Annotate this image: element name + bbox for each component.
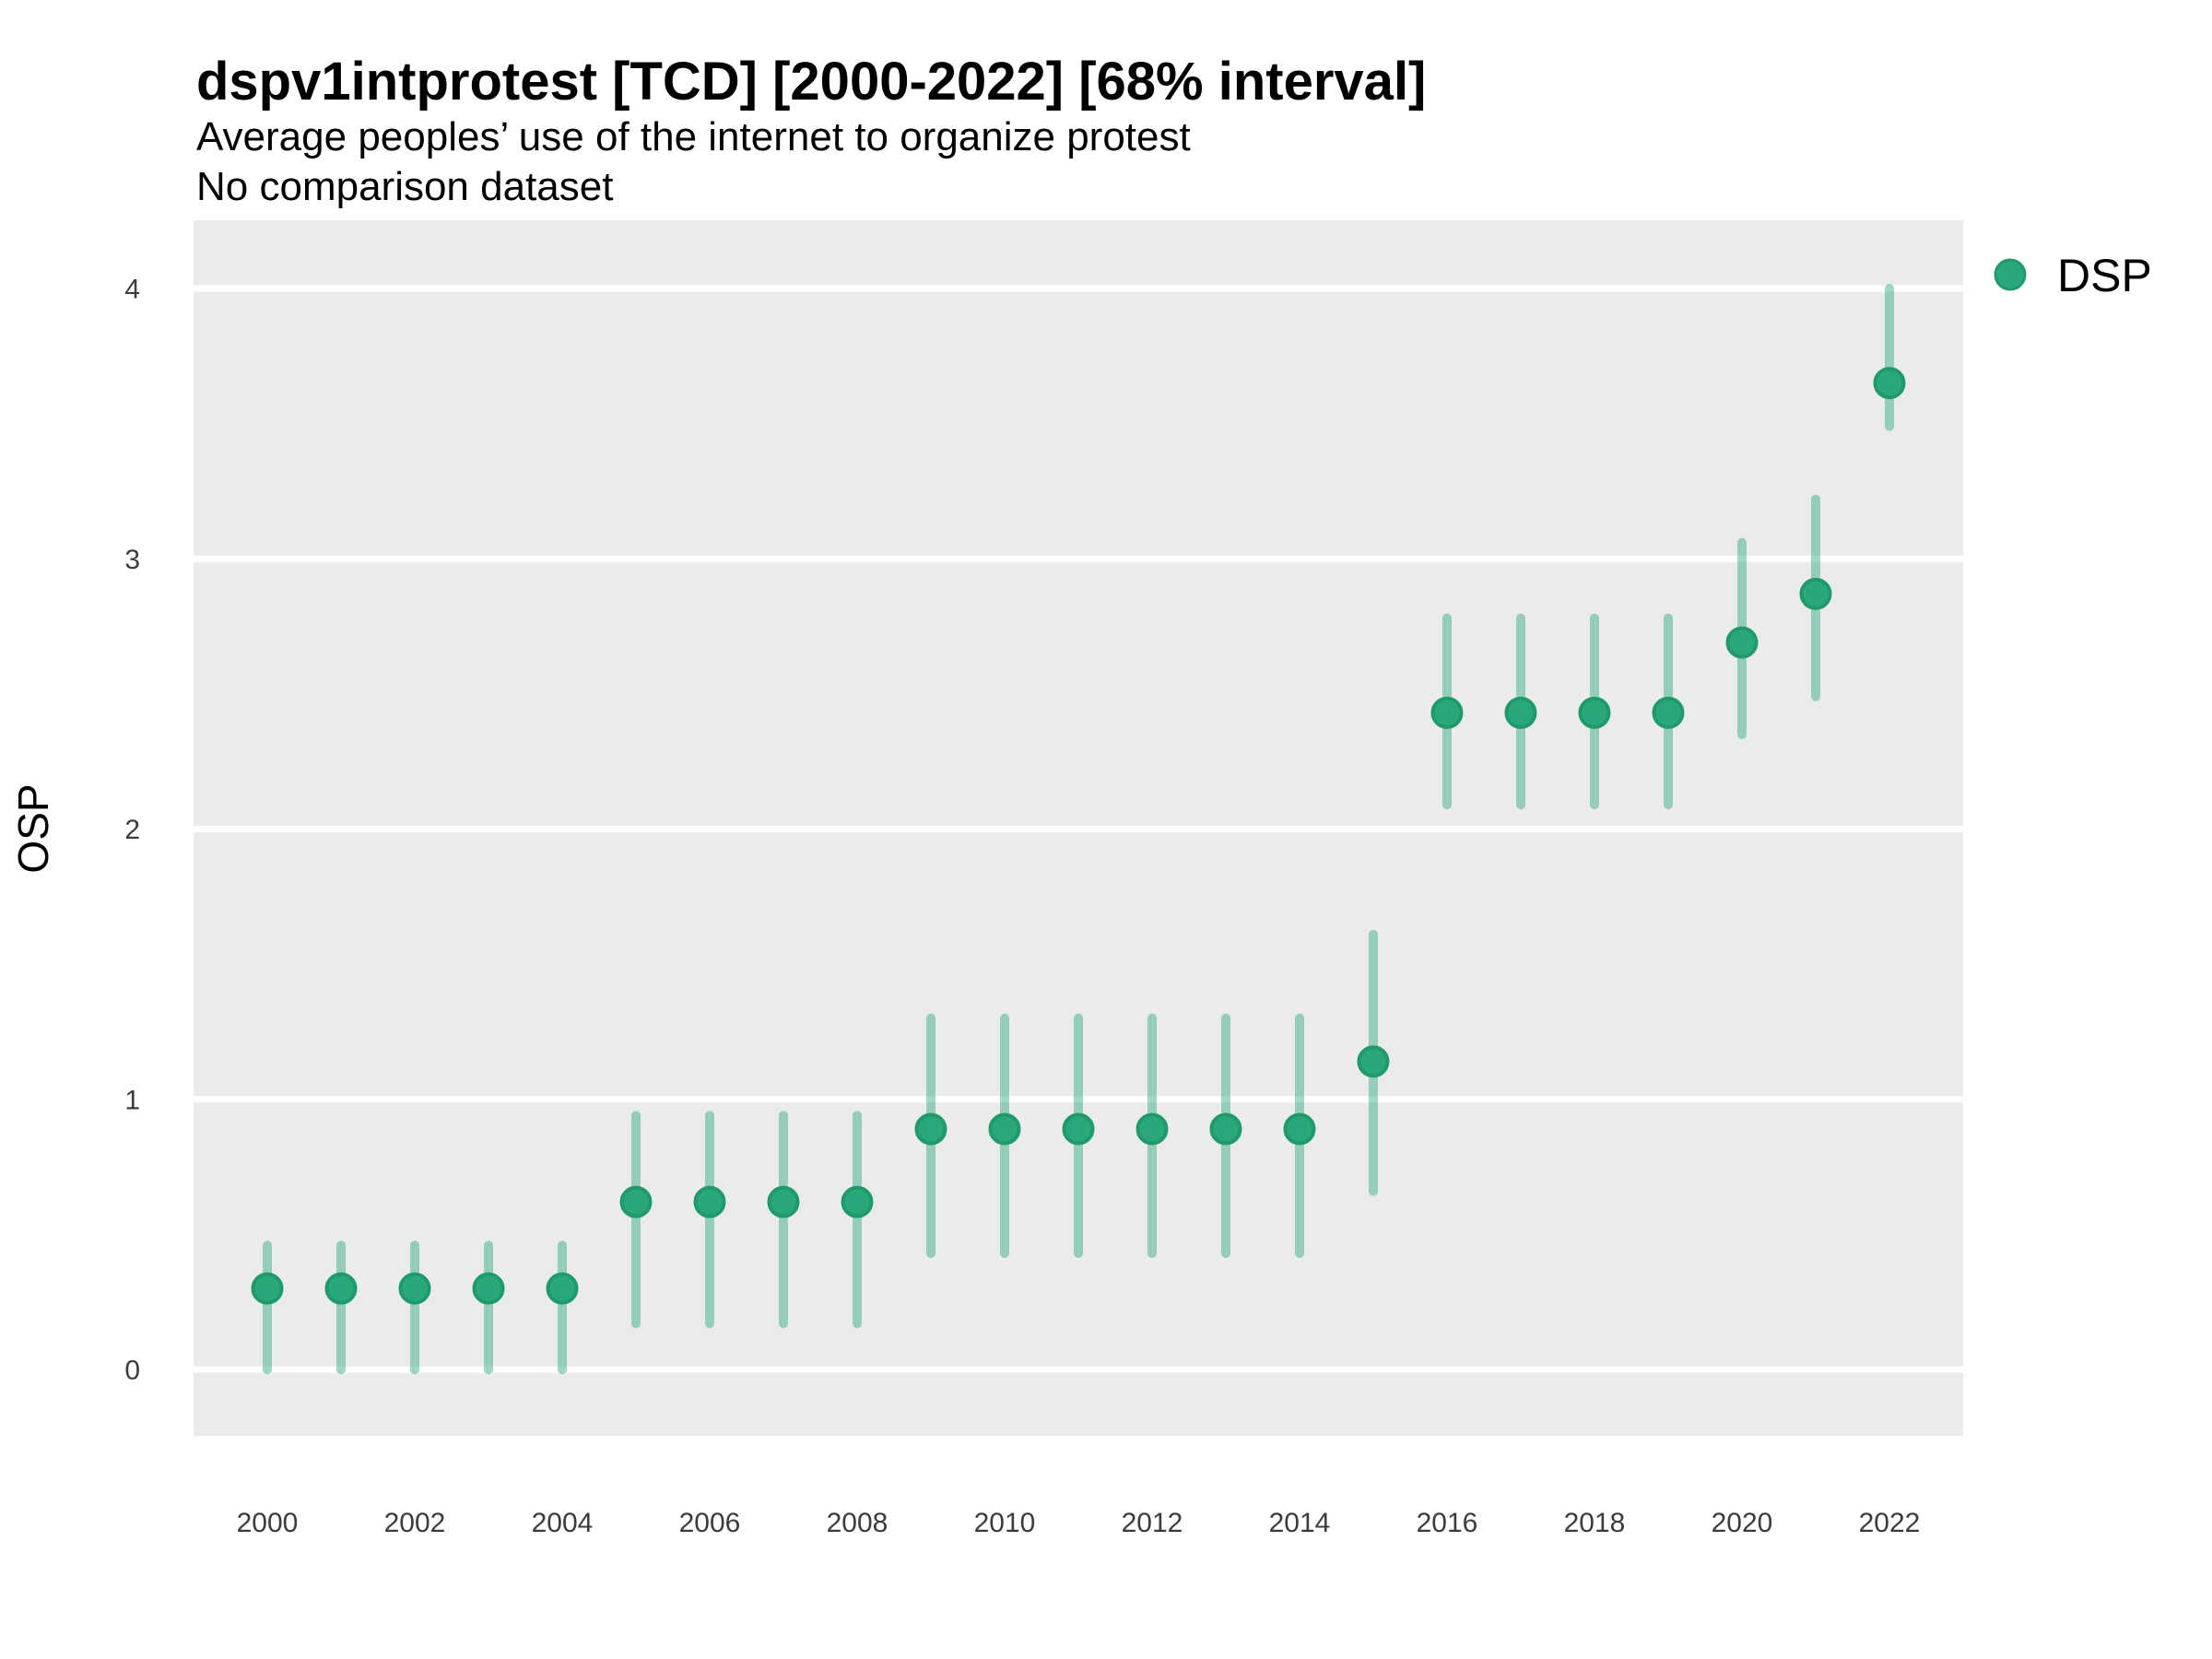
legend-circle-icon	[1994, 258, 2027, 291]
data-point	[1873, 367, 1906, 400]
data-point	[988, 1112, 1021, 1146]
x-tick-label: 2016	[1417, 1508, 1478, 1538]
data-point	[693, 1185, 726, 1218]
data-point	[1652, 696, 1685, 729]
x-tick-label: 2014	[1269, 1508, 1331, 1538]
chart-subtitle: Average peoples’ use of the internet to …	[196, 114, 1191, 159]
x-tick-label: 2008	[827, 1508, 888, 1538]
data-point	[1135, 1112, 1169, 1146]
x-tick-label: 2012	[1122, 1508, 1183, 1538]
legend-label: DSP	[2057, 250, 2152, 301]
gridlines	[194, 285, 1963, 1373]
data-point	[251, 1272, 284, 1305]
data-point	[1799, 577, 1832, 610]
y-tick-label: 3	[124, 545, 140, 575]
data-point	[1725, 626, 1759, 659]
data-point	[841, 1185, 874, 1218]
y-tick-label: 0	[124, 1356, 140, 1386]
data-points	[251, 367, 1906, 1305]
legend: DSP	[1994, 250, 2152, 301]
y-tick-label: 2	[124, 815, 140, 845]
data-point	[472, 1272, 505, 1305]
data-point	[324, 1272, 358, 1305]
data-point	[1062, 1112, 1095, 1146]
data-point	[1578, 696, 1611, 729]
x-tick-label: 2022	[1859, 1508, 1921, 1538]
x-tick-label: 2018	[1564, 1508, 1626, 1538]
y-axis-tick-labels: 0 1 2 3 4	[124, 275, 140, 1386]
data-point	[619, 1185, 653, 1218]
data-point	[914, 1112, 947, 1146]
data-point	[1430, 696, 1464, 729]
data-point	[398, 1272, 431, 1305]
data-point	[1504, 696, 1537, 729]
y-axis-title: OSP	[9, 783, 57, 873]
x-tick-label: 2000	[237, 1508, 299, 1538]
y-tick-label: 4	[124, 275, 140, 305]
x-tick-label: 2004	[532, 1508, 594, 1538]
data-point	[1283, 1112, 1316, 1146]
data-point	[1209, 1112, 1242, 1146]
x-axis-tick-labels: 2000 2002 2004 2006 2008 2010 2012 2014 2016 2018…	[237, 1508, 1921, 1538]
x-tick-label: 2006	[679, 1508, 741, 1538]
chart-caption: No comparison dataset	[196, 164, 613, 209]
y-tick-label: 1	[124, 1085, 140, 1115]
page-title: dspv1intprotest [TCD] [2000-2022] [68% i…	[196, 52, 1426, 112]
x-tick-label: 2010	[974, 1508, 1036, 1538]
x-tick-label: 2020	[1712, 1508, 1773, 1538]
data-point	[767, 1185, 800, 1218]
data-point	[1357, 1045, 1390, 1078]
data-point	[546, 1272, 579, 1305]
x-tick-label: 2002	[384, 1508, 446, 1538]
